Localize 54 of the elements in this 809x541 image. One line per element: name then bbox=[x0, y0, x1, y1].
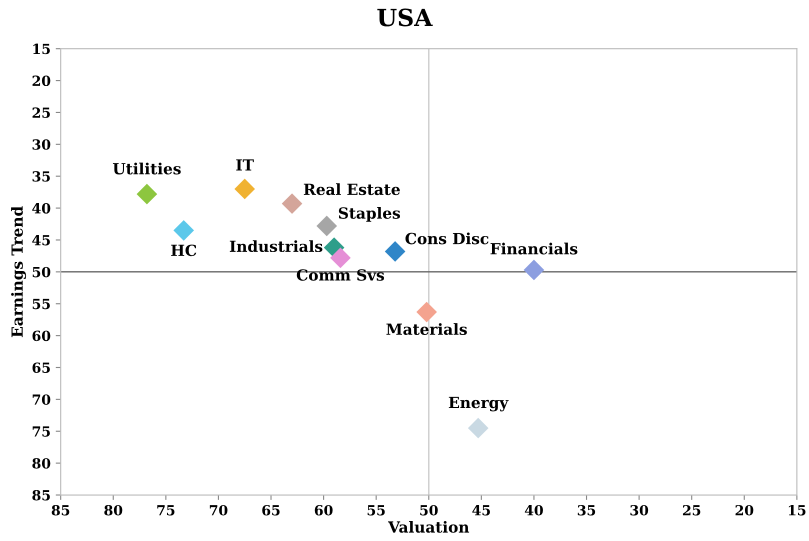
y-tick-label: 25 bbox=[32, 107, 50, 118]
y-tick-label: 80 bbox=[32, 458, 50, 469]
y-tick-label: 60 bbox=[32, 330, 50, 342]
y-tick-label: 50 bbox=[32, 266, 50, 278]
y-tick-label: 45 bbox=[32, 234, 50, 246]
point bbox=[384, 241, 406, 262]
y-tick-label: 65 bbox=[32, 362, 50, 373]
point bbox=[524, 260, 544, 280]
series-label: Materials bbox=[386, 323, 467, 335]
x-tick-label: 70 bbox=[210, 504, 228, 516]
series-label: Energy bbox=[448, 396, 509, 412]
x-tick-label: 55 bbox=[368, 505, 385, 516]
series-label: Staples bbox=[338, 206, 400, 222]
x-axis-title: Valuation bbox=[388, 520, 470, 533]
point bbox=[234, 178, 256, 200]
y-tick-label: 85 bbox=[32, 490, 50, 500]
chart-title: USA bbox=[377, 8, 433, 26]
x-tick-label: 15 bbox=[788, 504, 806, 516]
point bbox=[282, 193, 302, 214]
series-label: Financials bbox=[490, 242, 578, 254]
point bbox=[330, 248, 351, 268]
y-tick-label: 35 bbox=[32, 171, 50, 182]
series-label: Industrials bbox=[230, 240, 322, 252]
x-tick-label: 85 bbox=[52, 504, 70, 516]
y-tick-label: 70 bbox=[32, 394, 50, 405]
x-tick-label: 75 bbox=[157, 505, 174, 516]
x-tick-label: 80 bbox=[104, 504, 122, 516]
y-tick-label: 15 bbox=[33, 44, 50, 54]
series-label: Cons Disc bbox=[405, 232, 488, 244]
y-tick-label: 75 bbox=[32, 426, 50, 437]
x-tick-label: 20 bbox=[736, 504, 754, 516]
y-tick-label: 20 bbox=[32, 76, 50, 86]
x-tick-label: 25 bbox=[682, 504, 700, 516]
y-tick-label: 40 bbox=[32, 203, 50, 214]
y-tick-label: 55 bbox=[32, 298, 50, 310]
x-tick-label: 40 bbox=[524, 504, 543, 516]
series-label: HC bbox=[171, 244, 196, 256]
series-label: IT bbox=[236, 159, 254, 171]
point bbox=[316, 216, 338, 236]
y-tick-label: 30 bbox=[32, 139, 50, 150]
point bbox=[136, 184, 158, 204]
point bbox=[173, 220, 194, 241]
x-tick-label: 35 bbox=[578, 504, 596, 516]
y-axis-title: Earnings Trend bbox=[11, 206, 26, 338]
x-tick-label: 65 bbox=[262, 504, 280, 516]
series-label: Comm Svs bbox=[296, 269, 384, 281]
x-tick-label: 30 bbox=[630, 504, 648, 516]
point bbox=[468, 418, 488, 438]
x-tick-label: 60 bbox=[314, 504, 333, 516]
series-label: Real Estate bbox=[304, 183, 400, 196]
x-tick-label: 50 bbox=[420, 504, 438, 516]
point bbox=[416, 302, 437, 322]
series-label: Utilities bbox=[112, 162, 181, 174]
x-tick-label: 45 bbox=[472, 504, 490, 516]
